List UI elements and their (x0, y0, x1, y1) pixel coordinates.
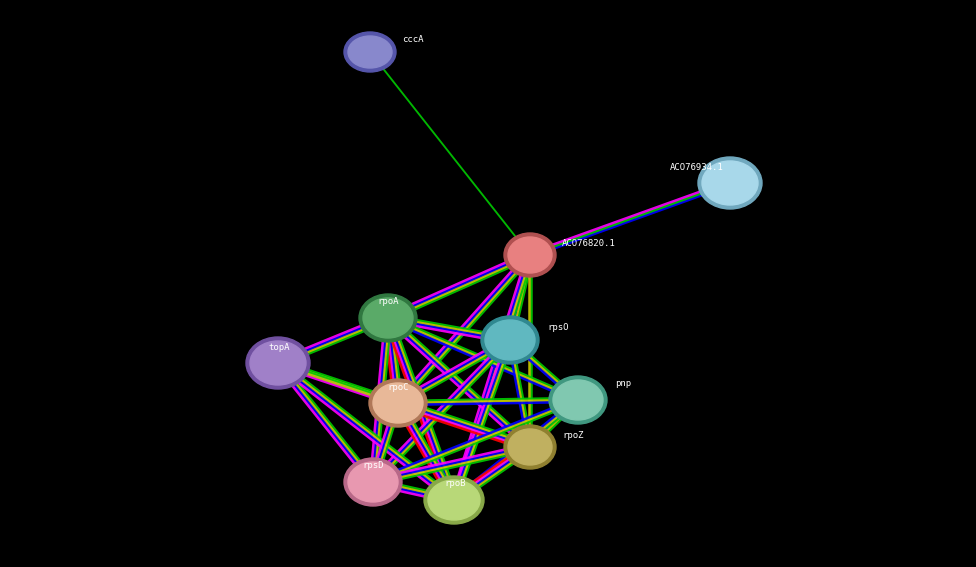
Text: rpoZ: rpoZ (562, 430, 584, 439)
Ellipse shape (369, 379, 427, 427)
Ellipse shape (485, 320, 535, 360)
Ellipse shape (363, 298, 413, 338)
Ellipse shape (428, 480, 480, 520)
Ellipse shape (508, 429, 552, 465)
Ellipse shape (504, 233, 556, 277)
Text: rpoA: rpoA (377, 298, 398, 307)
Text: ACO76934.1: ACO76934.1 (670, 163, 724, 171)
Ellipse shape (553, 380, 603, 420)
Text: rpsD: rpsD (362, 462, 384, 471)
Ellipse shape (348, 36, 392, 68)
Ellipse shape (549, 376, 607, 424)
Ellipse shape (698, 157, 762, 209)
Ellipse shape (504, 425, 556, 469)
Ellipse shape (508, 237, 552, 273)
Ellipse shape (481, 316, 539, 364)
Text: topA: topA (268, 342, 290, 352)
Text: rpsO: rpsO (547, 324, 568, 332)
Text: pnp: pnp (615, 379, 631, 388)
Ellipse shape (344, 32, 396, 72)
Ellipse shape (702, 161, 758, 205)
Text: rpoC: rpoC (387, 383, 409, 391)
Ellipse shape (246, 337, 310, 389)
Text: cccA: cccA (402, 36, 424, 44)
Ellipse shape (359, 294, 417, 342)
Ellipse shape (373, 383, 423, 423)
Ellipse shape (344, 458, 402, 506)
Text: ACO76820.1: ACO76820.1 (562, 239, 616, 248)
Text: rpoB: rpoB (444, 480, 466, 489)
Ellipse shape (348, 462, 398, 502)
Ellipse shape (250, 341, 306, 385)
Ellipse shape (424, 476, 484, 524)
